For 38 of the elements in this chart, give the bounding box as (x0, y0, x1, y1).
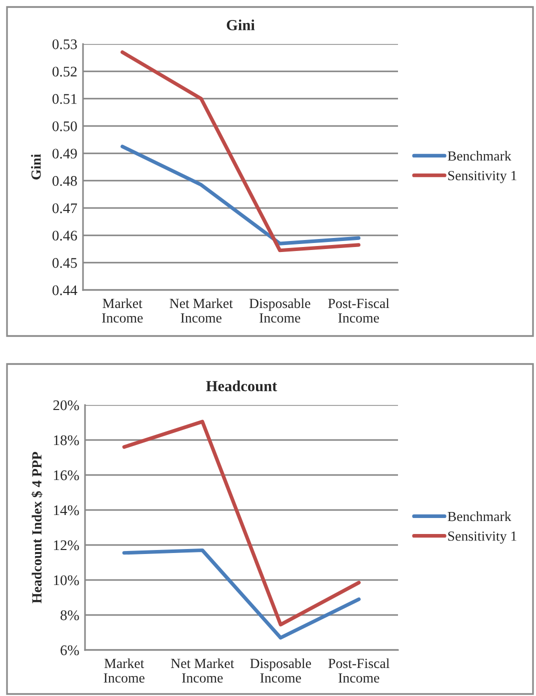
y-tick-label: 18% (54, 435, 79, 446)
y-tick-label: 0.49 (52, 148, 77, 159)
y-tick-label: 0.48 (52, 176, 77, 186)
x-tick-label: Market Income (102, 298, 143, 323)
legend-label: Benchmark (448, 150, 512, 161)
y-axis-title: Gini (30, 154, 41, 180)
y-tick-label: 14% (54, 505, 79, 516)
legend-label: Sensitivity 1 (448, 170, 516, 184)
y-tick-label: 6% (60, 645, 79, 656)
y-tick-label: 0.45 (52, 258, 77, 268)
legend-label: Sensitivity 1 (448, 531, 516, 544)
x-tick-label: Net Market Income (170, 658, 234, 683)
y-tick-label: 0.52 (52, 66, 77, 77)
x-tick-label: Post-Fiscal Income (328, 298, 390, 323)
y-tick-label: 0.53 (52, 39, 77, 50)
y-tick-label: 8% (60, 610, 79, 620)
y-tick-label: 0.50 (52, 121, 77, 132)
line-series (122, 548, 361, 640)
line-series (120, 144, 360, 246)
y-tick-label: 0.46 (52, 230, 78, 241)
y-axis-title: Headcount Index $ 4 PPP (31, 452, 42, 604)
x-tick-label: Disposable Income (249, 298, 310, 323)
chart-title: Headcount (206, 380, 278, 392)
y-tick-label: 0.47 (52, 203, 78, 214)
legend-label: Benchmark (448, 511, 512, 522)
line-series (120, 50, 360, 252)
x-tick-label: Market Income (104, 658, 144, 683)
line-series (122, 420, 361, 626)
y-tick-label: 16% (54, 470, 79, 480)
y-tick-label: 20% (53, 400, 79, 410)
y-tick-label: 12% (54, 540, 79, 550)
x-tick-label: Post-Fiscal Income (328, 658, 390, 683)
y-tick-label: 10% (54, 575, 79, 586)
chart-title: Gini (226, 20, 255, 30)
y-tick-label: 0.51 (52, 94, 77, 104)
x-tick-label: Disposable Income (250, 658, 312, 683)
x-tick-label: Net Market Income (170, 298, 233, 323)
y-tick-label: 0.44 (52, 285, 78, 296)
